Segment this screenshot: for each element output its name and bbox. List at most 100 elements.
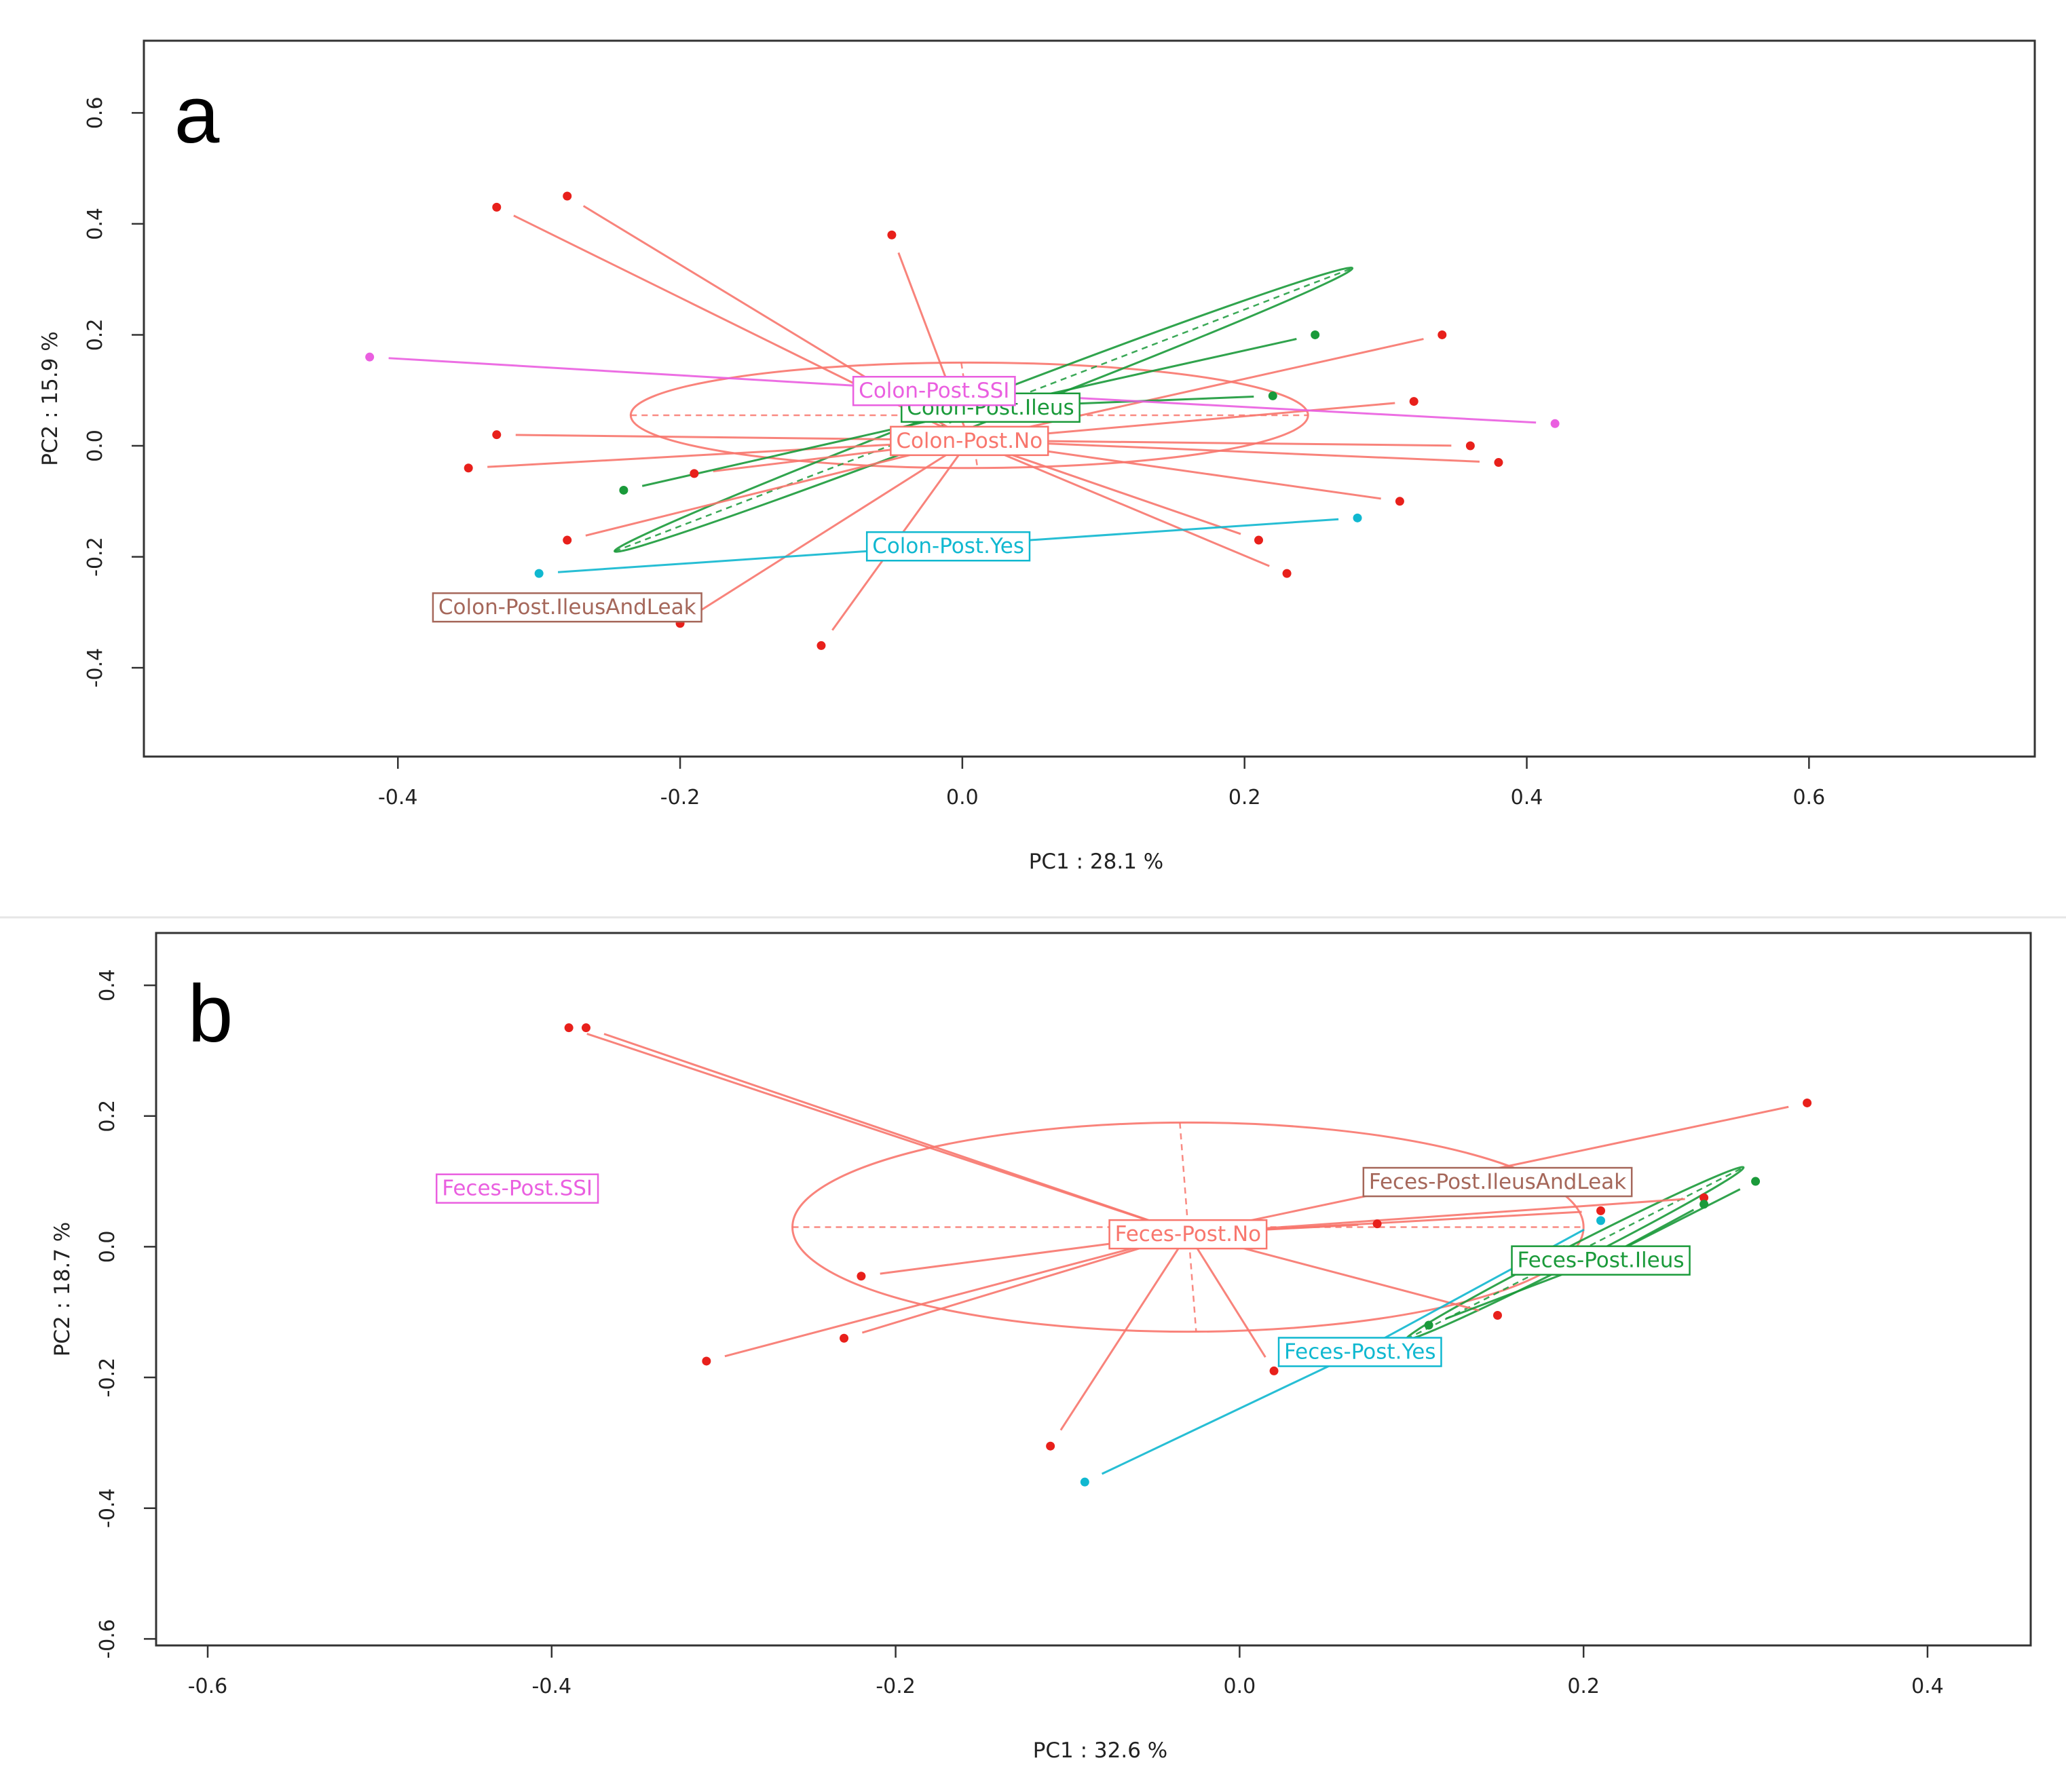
sample-point [702,1356,711,1366]
y-tick-label: -0.2 [96,1358,119,1398]
group-label-box [435,1173,599,1204]
sample-point [1424,1320,1433,1330]
sample-point [1372,1219,1382,1229]
sample-point [1311,330,1320,339]
panel-letter: a [174,69,220,160]
y-tick-label: 0.6 [83,96,107,129]
sample-point [464,463,473,473]
sample-point [1269,1366,1279,1375]
panel-a: a -0.4 -0.2 0.0 0.2 0.4 0.6 -0.4 -0.2 0.0 0.2 0.4 0.… [38,39,2036,874]
sample-point [1395,497,1404,506]
centroid-spoke [585,439,970,537]
centroid-spoke [969,338,1424,442]
group-label-text: Feces-Post.IleusAndLeak [1369,1170,1626,1194]
x-tick-label: 0.6 [1792,786,1825,809]
sample-point [1596,1216,1606,1225]
sample-point [534,569,544,578]
y-tick-label: 0.4 [83,208,107,240]
sample-point [492,202,502,212]
sample-point [1751,1177,1761,1186]
plot-frame [155,932,2032,1647]
x-tick-label: 0.2 [1228,786,1261,809]
x-tick-label: 0.4 [1911,1675,1944,1698]
x-tick-label: -0.4 [532,1675,572,1698]
group-label-box [852,375,1016,406]
sample-point [563,535,572,545]
group-label-text: Feces-Post.SSI [442,1177,593,1201]
sample-point [857,1272,866,1281]
panel-b: b -0.6 -0.4 -0.2 0.0 0.2 0.4 -0.6 -0.4 -0.2 0.0 0.2… [50,932,2032,1763]
y-tick-label: 0.4 [96,969,119,1002]
sample-point [1268,391,1277,400]
group-label: Feces-Post.Yes [1277,1337,1442,1367]
group-label-text: Feces-Post.Yes [1284,1340,1435,1365]
group-label-box [1108,1219,1268,1250]
y-tick-label: 0.2 [96,1100,119,1132]
centroid-spoke [1101,1350,1361,1475]
group-label-text: Colon-Post.Yes [872,534,1024,558]
centroid-spoke [1059,1233,1189,1431]
centroid-spoke [487,439,970,468]
sample-point [816,641,826,650]
group-label: Feces-Post.SSI [435,1173,599,1204]
sample-point [840,1333,849,1343]
sample-point [1492,1311,1502,1320]
x-tick-label: -0.4 [378,786,418,809]
sample-point [1803,1098,1812,1107]
group-ellipse [791,1121,1585,1333]
group-label-text: Colon-Post.IleusAndLeak [438,595,696,619]
sample-point [1080,1477,1089,1487]
y-tick-label: 0.2 [83,319,107,351]
sample-point [619,485,628,495]
centroid-spoke [695,439,971,615]
sample-point [1254,535,1263,545]
sample-point [690,469,699,478]
y-tick-label: 0.0 [83,430,107,462]
x-tick-label: 0.0 [1224,1675,1256,1698]
centroid-spoke [724,1232,1188,1358]
sample-point [365,352,375,362]
x-tick-label: 0.4 [1511,786,1543,809]
y-tick-label: -0.4 [83,648,107,688]
plot-area [365,191,1560,650]
sample-point [887,230,897,240]
group-label-text: Colon-Post.SSI [859,379,1009,403]
group-label-text: Colon-Post.No [896,429,1043,453]
panel-letter: b [188,968,233,1059]
group-label-box [432,592,702,623]
sample-point [1353,513,1362,522]
group-label-text: Feces-Post.No [1115,1222,1262,1246]
x-tick-label: 0.2 [1567,1675,1600,1698]
group-label: Colon-Post.SSI [852,375,1016,406]
sample-point [1282,569,1292,578]
group-label: Colon-Post.Yes [865,531,1031,562]
group-label: Colon-Post.IleusAndLeak [432,592,702,623]
sample-point [1550,419,1560,428]
y-tick-label: 0.0 [96,1231,119,1263]
sample-point [1699,1193,1709,1202]
centroid-spoke [969,439,1480,463]
centroid-spoke [969,439,1452,447]
sample-point [1438,330,1447,339]
centroid-spoke [969,439,1270,567]
ellipse-minor-axis [1179,1122,1197,1332]
sample-point [581,1023,590,1033]
x-tick-label: -0.2 [660,786,700,809]
centroid-spoke [603,1033,1188,1235]
group-label: Colon-Post.No [890,425,1049,457]
sample-point [1465,441,1475,451]
group-label-box [1362,1166,1633,1198]
y-tick-label: -0.2 [83,537,107,577]
sample-point [1046,1441,1055,1451]
centroid-spoke [1188,1198,1685,1235]
group-label-text: Feces-Post.Ileus [1518,1248,1685,1273]
sample-point [1409,397,1419,406]
y-axis-title: PC2 : 18.7 % [50,1222,75,1357]
sample-point [563,191,572,201]
centroid-spoke [1187,1233,1266,1358]
centroid-spoke [861,1232,1188,1334]
sample-point [1596,1206,1606,1215]
plot-frame [143,39,2036,758]
group-label: Feces-Post.No [1108,1219,1268,1250]
